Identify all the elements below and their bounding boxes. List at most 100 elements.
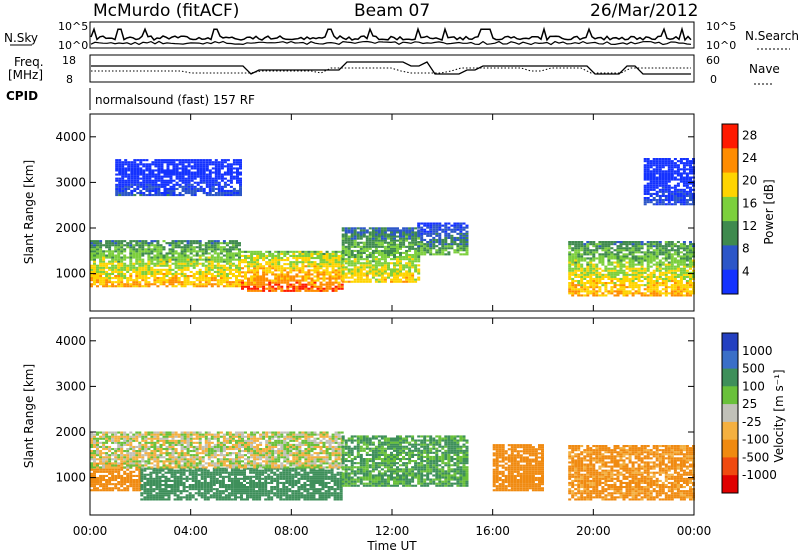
heatmap-cell (595, 284, 599, 287)
heatmap-cell (682, 261, 686, 264)
heatmap-cell (592, 273, 596, 276)
heatmap-cell (604, 255, 608, 258)
heatmap-cell (170, 473, 174, 476)
heatmap-cell (243, 490, 246, 493)
heatmap-cell (649, 275, 653, 278)
heatmap-cell (655, 249, 659, 252)
heatmap-cell (289, 285, 293, 288)
heatmap-cell (383, 264, 387, 267)
heatmap-cell (219, 264, 223, 267)
heatmap-cell (292, 252, 296, 255)
heatmap-cell (295, 279, 299, 282)
heatmap-cell (604, 267, 608, 270)
heatmap-cell (670, 172, 674, 175)
heatmap-cell (124, 192, 128, 195)
freq-tick-low: 8 (66, 73, 73, 86)
heatmap-cell (417, 247, 421, 250)
heatmap-cell (362, 280, 366, 283)
heatmap-cell (462, 245, 466, 248)
heatmap-cell (90, 242, 93, 245)
heatmap-cell (230, 488, 234, 491)
heatmap-cell (238, 248, 241, 251)
heatmap-cell (459, 243, 463, 246)
heatmap-cell (156, 277, 160, 280)
heatmap-cell (607, 290, 611, 293)
heatmap-cell (253, 275, 257, 278)
heatmap-cell (679, 199, 683, 202)
heatmap-cell (337, 281, 341, 284)
heatmap-cell (277, 279, 281, 282)
heatmap-cell (646, 192, 650, 195)
heatmap-cell (177, 256, 181, 259)
heatmap-cell (216, 281, 220, 284)
heatmap-cell (175, 177, 179, 180)
heatmap-cell (673, 253, 677, 256)
heatmap-cell (390, 268, 393, 271)
heatmap-cell (255, 490, 259, 493)
heatmap-cell (159, 244, 163, 247)
heatmap-cell (441, 224, 445, 227)
heatmap-cell (172, 192, 176, 195)
heatmap-cell (183, 281, 187, 284)
heatmap-cell (250, 263, 254, 266)
heatmap-cell (191, 473, 195, 476)
heatmap-cell (93, 260, 96, 263)
heatmap-cell (102, 479, 106, 482)
heatmap-cell (199, 167, 203, 170)
heatmap-cell (273, 477, 277, 480)
heatmap-cell (152, 481, 156, 484)
heatmap-cell (253, 259, 257, 262)
heatmap-cell (268, 285, 272, 288)
heatmap-cell (163, 179, 167, 182)
heatmap-cell (661, 271, 665, 274)
heatmap-cell (631, 292, 635, 295)
heatmap-cell (310, 252, 314, 255)
heatmap-cell (265, 271, 269, 274)
heatmap-cell (682, 170, 686, 173)
heatmap-cell (685, 275, 689, 278)
heatmap-cell (203, 488, 207, 491)
heatmap-cell (140, 492, 144, 495)
heatmap-cell (616, 247, 620, 250)
heatmap-cell (658, 269, 662, 272)
heatmap-cell (689, 265, 692, 268)
heatmap-cell (147, 268, 151, 271)
heatmap-cell (156, 272, 160, 275)
heatmap-cell (195, 272, 199, 275)
heatmap-cell (252, 481, 256, 484)
heatmap-cell (258, 492, 262, 495)
heatmap-cell (121, 167, 125, 170)
heatmap-cell (108, 240, 112, 243)
heatmap-cell (130, 167, 134, 170)
heatmap-cell (120, 270, 124, 273)
heatmap-cell (117, 244, 121, 247)
heatmap-cell (658, 168, 662, 171)
heatmap-cell (444, 228, 448, 231)
heatmap-cell (402, 268, 406, 271)
heatmap-cell (417, 241, 421, 244)
heatmap-cell (120, 279, 124, 282)
heatmap-cell (592, 280, 596, 283)
heatmap-cell (399, 272, 402, 275)
heatmap-cell (390, 235, 393, 238)
heatmap-cell (337, 267, 341, 270)
heatmap-cell (298, 257, 302, 260)
freq-strip: Freq. [MHz] 18 8 60 0 Nave (8, 54, 780, 86)
heatmap-cell (402, 239, 406, 242)
heatmap-cell (241, 283, 244, 286)
heatmap-cell (646, 280, 650, 283)
heatmap-cell (465, 238, 469, 241)
heatmap-cell (319, 254, 323, 257)
heatmap-cell (577, 280, 581, 283)
heatmap-cell (347, 280, 351, 283)
heatmap-cell (149, 490, 153, 493)
heatmap-cell (108, 262, 112, 265)
heatmap-cell (289, 271, 293, 274)
heatmap-cell (432, 238, 436, 241)
heatmap-cell (115, 165, 119, 168)
heatmap-cell (232, 189, 236, 192)
heatmap-cell (667, 280, 671, 283)
heatmap-cell (682, 277, 686, 280)
heatmap-cell (408, 249, 412, 252)
